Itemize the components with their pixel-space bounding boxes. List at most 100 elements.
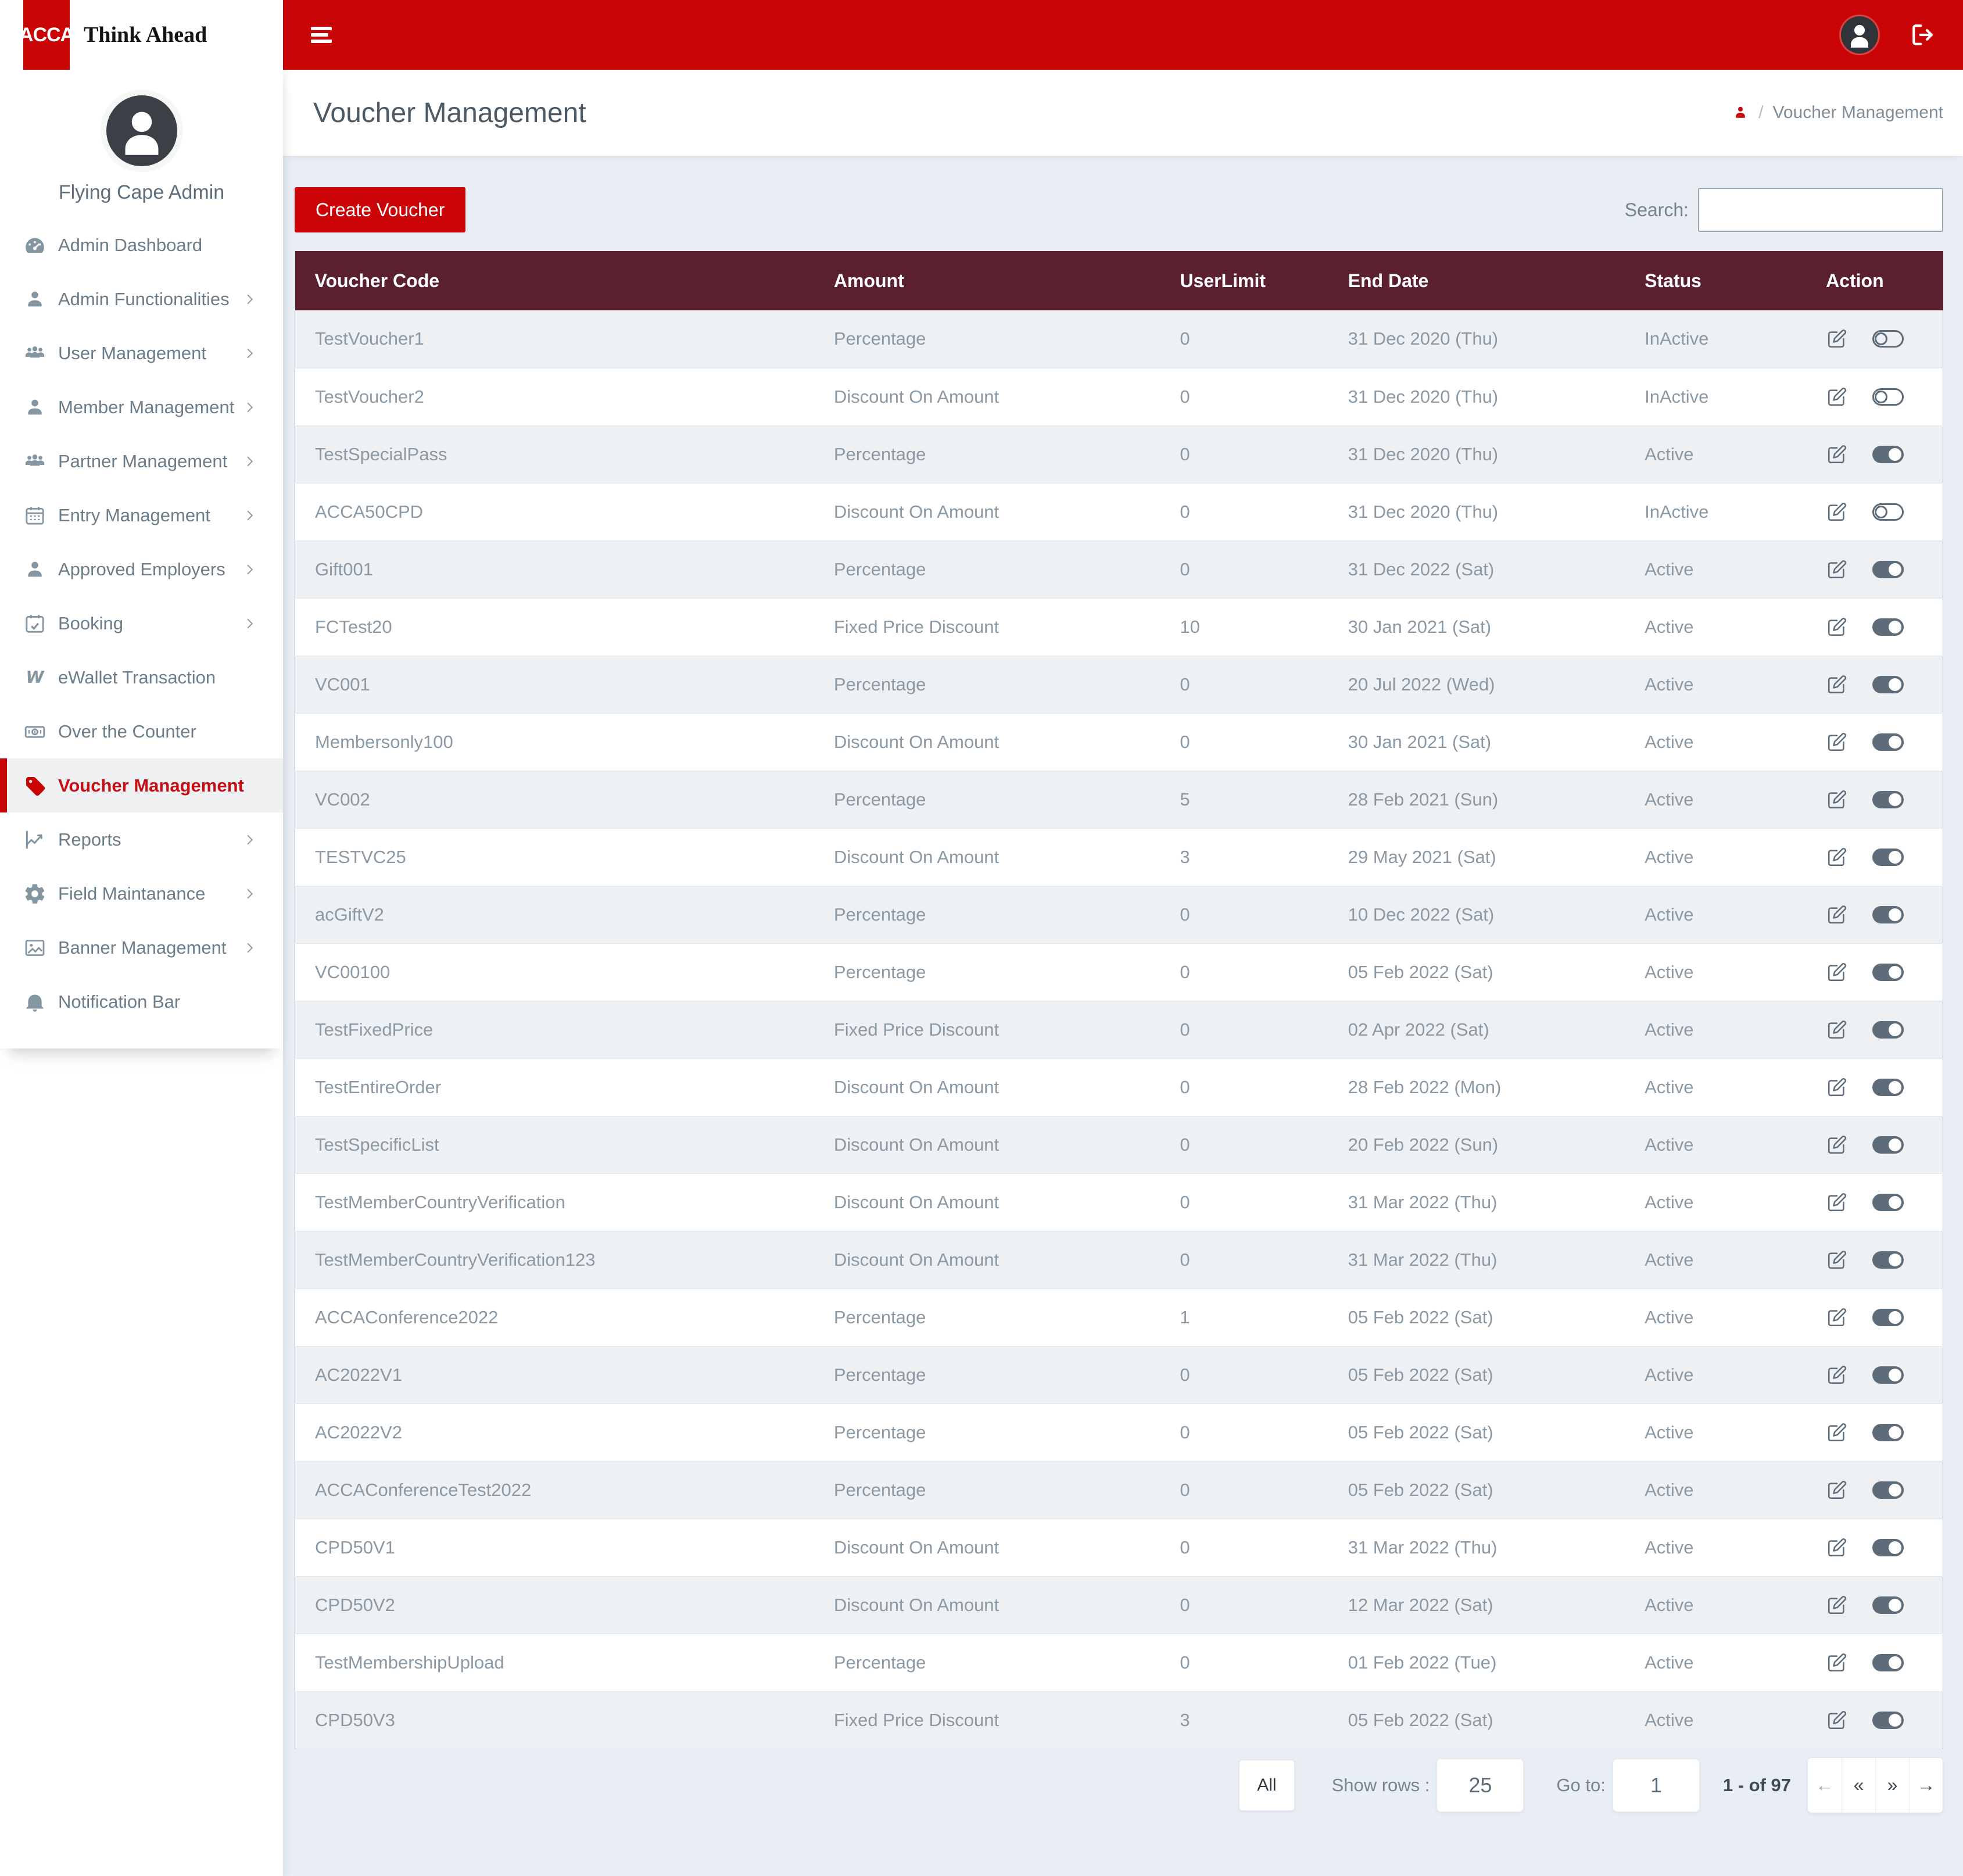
edit-voucher-icon[interactable] — [1826, 1537, 1848, 1559]
cell-end-date: 28 Feb 2021 (Sun) — [1328, 771, 1625, 829]
edit-voucher-icon[interactable] — [1826, 1306, 1848, 1329]
edit-voucher-icon[interactable] — [1826, 1652, 1848, 1674]
status-toggle-on-icon[interactable] — [1872, 1308, 1904, 1326]
status-toggle-on-icon[interactable] — [1872, 1136, 1904, 1154]
sidebar-item-label: Reports — [58, 829, 121, 850]
content-area: Create Voucher Search: Voucher Code Amoun… — [283, 156, 1963, 1876]
create-voucher-button[interactable]: Create Voucher — [295, 187, 466, 232]
status-toggle-on-icon[interactable] — [1872, 1366, 1904, 1384]
svg-text:W: W — [26, 668, 45, 687]
sidebar-item-notification-bar[interactable]: Notification Bar — [0, 975, 283, 1029]
status-toggle-off-icon[interactable] — [1872, 388, 1904, 406]
sidebar-item-reports[interactable]: Reports — [0, 812, 283, 867]
edit-voucher-icon[interactable] — [1826, 1422, 1848, 1444]
cell-status: Active — [1625, 1691, 1807, 1749]
status-toggle-on-icon[interactable] — [1872, 1423, 1904, 1441]
status-toggle-on-icon[interactable] — [1872, 1538, 1904, 1556]
cell-amount: Percentage — [814, 540, 1160, 599]
pagination-first-button[interactable]: « — [1842, 1757, 1875, 1813]
status-toggle-on-icon[interactable] — [1872, 963, 1904, 981]
sidebar-item-admin-dashboard[interactable]: Admin Dashboard — [0, 218, 283, 272]
sidebar-item-entry-management[interactable]: Entry Management — [0, 488, 283, 542]
cell-voucher-code: TestMemberCountryVerification — [294, 1173, 814, 1231]
cell-user-limit: 0 — [1160, 656, 1328, 714]
sidebar-item-booking[interactable]: Booking — [0, 596, 283, 650]
sidebar-item-over-the-counter[interactable]: Over the Counter — [0, 704, 283, 758]
edit-voucher-icon[interactable] — [1826, 1594, 1848, 1616]
edit-voucher-icon[interactable] — [1826, 1709, 1848, 1731]
edit-voucher-icon[interactable] — [1826, 1191, 1848, 1213]
cell-user-limit: 0 — [1160, 1519, 1328, 1577]
cell-action — [1806, 1634, 1944, 1692]
pagination-last-button[interactable]: » — [1875, 1757, 1909, 1813]
table-row: AC2022V1 Percentage 0 05 Feb 2022 (Sat) Acti… — [294, 1346, 1944, 1404]
edit-voucher-icon[interactable] — [1826, 1134, 1848, 1156]
pagination-prev-button[interactable]: ← — [1808, 1757, 1842, 1813]
edit-voucher-icon[interactable] — [1826, 1249, 1848, 1271]
logout-icon[interactable] — [1911, 23, 1935, 47]
edit-voucher-icon[interactable] — [1826, 328, 1848, 350]
breadcrumb: / Voucher Management — [1732, 103, 1943, 123]
edit-voucher-icon[interactable] — [1826, 558, 1848, 581]
status-toggle-on-icon[interactable] — [1872, 905, 1904, 923]
status-toggle-on-icon[interactable] — [1872, 560, 1904, 578]
user-avatar[interactable] — [1841, 16, 1878, 53]
status-toggle-on-icon[interactable] — [1872, 790, 1904, 808]
sidebar-item-approved-employers[interactable]: Approved Employers — [0, 542, 283, 596]
edit-voucher-icon[interactable] — [1826, 443, 1848, 466]
edit-voucher-icon[interactable] — [1826, 616, 1848, 638]
edit-voucher-icon[interactable] — [1826, 846, 1848, 868]
show-all-button[interactable]: All — [1239, 1759, 1295, 1811]
status-toggle-on-icon[interactable] — [1872, 1653, 1904, 1671]
edit-voucher-icon[interactable] — [1826, 1076, 1848, 1098]
status-toggle-off-icon[interactable] — [1872, 330, 1904, 348]
status-toggle-on-icon[interactable] — [1872, 1251, 1904, 1269]
cell-action — [1806, 540, 1944, 599]
status-toggle-on-icon[interactable] — [1872, 733, 1904, 751]
edit-voucher-icon[interactable] — [1826, 501, 1848, 523]
cell-user-limit: 10 — [1160, 598, 1328, 656]
edit-voucher-icon[interactable] — [1826, 731, 1848, 753]
edit-voucher-icon[interactable] — [1826, 386, 1848, 408]
cell-user-limit: 0 — [1160, 483, 1328, 541]
status-toggle-on-icon[interactable] — [1872, 1596, 1904, 1614]
status-toggle-on-icon[interactable] — [1872, 675, 1904, 693]
show-rows-input[interactable] — [1437, 1758, 1524, 1812]
status-toggle-on-icon[interactable] — [1872, 1481, 1904, 1499]
pagination-next-button[interactable]: → — [1909, 1757, 1943, 1813]
sidebar-item-member-management[interactable]: Member Management — [0, 380, 283, 434]
edit-voucher-icon[interactable] — [1826, 1019, 1848, 1041]
status-toggle-on-icon[interactable] — [1872, 1078, 1904, 1096]
cell-action — [1806, 1288, 1944, 1347]
search-input[interactable] — [1698, 188, 1943, 232]
goto-label: Go to: — [1556, 1774, 1606, 1795]
status-toggle-on-icon[interactable] — [1872, 1193, 1904, 1211]
status-toggle-on-icon[interactable] — [1872, 1021, 1904, 1039]
calendar-icon — [23, 504, 58, 527]
cell-user-limit: 0 — [1160, 943, 1328, 1001]
edit-voucher-icon[interactable] — [1826, 961, 1848, 983]
status-toggle-on-icon[interactable] — [1872, 445, 1904, 463]
sidebar-item-partner-management[interactable]: Partner Management — [0, 434, 283, 488]
edit-voucher-icon[interactable] — [1826, 904, 1848, 926]
cell-user-limit: 0 — [1160, 1346, 1328, 1404]
cell-action — [1806, 1346, 1944, 1404]
edit-voucher-icon[interactable] — [1826, 1364, 1848, 1386]
sidebar-item-voucher-management[interactable]: Voucher Management — [0, 758, 283, 812]
sidebar-item-field-maintanance[interactable]: Field Maintanance — [0, 867, 283, 921]
edit-voucher-icon[interactable] — [1826, 1479, 1848, 1501]
cell-amount: Fixed Price Discount — [814, 1001, 1160, 1059]
cell-voucher-code: CPD50V1 — [294, 1519, 814, 1577]
status-toggle-on-icon[interactable] — [1872, 1711, 1904, 1729]
hamburger-menu-icon[interactable] — [311, 24, 332, 46]
edit-voucher-icon[interactable] — [1826, 674, 1848, 696]
status-toggle-off-icon[interactable] — [1872, 503, 1904, 521]
edit-voucher-icon[interactable] — [1826, 789, 1848, 811]
status-toggle-on-icon[interactable] — [1872, 848, 1904, 866]
sidebar-item-user-management[interactable]: User Management — [0, 326, 283, 380]
status-toggle-on-icon[interactable] — [1872, 618, 1904, 636]
goto-input[interactable] — [1612, 1758, 1700, 1812]
sidebar-item-admin-functionalities[interactable]: Admin Functionalities — [0, 272, 283, 326]
sidebar-item-banner-management[interactable]: Banner Management — [0, 921, 283, 975]
